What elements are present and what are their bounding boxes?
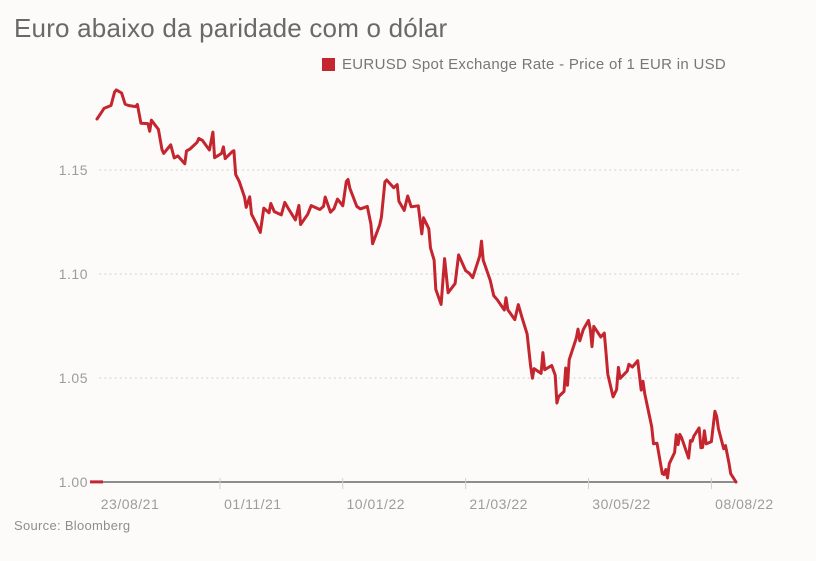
y-axis-label: 1.05 bbox=[58, 370, 88, 386]
eurusd-price-line bbox=[95, 88, 738, 484]
y-axis-label: 1.00 bbox=[58, 474, 88, 490]
x-axis-label: 21/03/22 bbox=[469, 496, 528, 512]
chart-title: Euro abaixo da paridade com o dólar bbox=[14, 13, 448, 43]
legend: EURUSD Spot Exchange Rate - Price of 1 E… bbox=[322, 56, 726, 73]
x-axis-label: 08/08/22 bbox=[715, 496, 774, 512]
axis-origin-dash bbox=[90, 480, 103, 484]
legend-marker-icon bbox=[322, 58, 335, 71]
y-axis-label: 1.10 bbox=[58, 266, 88, 282]
source-note: Source: Bloomberg bbox=[14, 518, 131, 533]
legend-label: EURUSD Spot Exchange Rate - Price of 1 E… bbox=[342, 56, 727, 73]
x-axis-label: 23/08/21 bbox=[100, 496, 160, 512]
y-axis-label: 1.15 bbox=[58, 162, 88, 178]
x-axis-label: 10/01/22 bbox=[346, 496, 406, 512]
x-axis-label: 30/05/22 bbox=[592, 496, 651, 512]
x-axis-label: 01/11/21 bbox=[224, 496, 282, 512]
